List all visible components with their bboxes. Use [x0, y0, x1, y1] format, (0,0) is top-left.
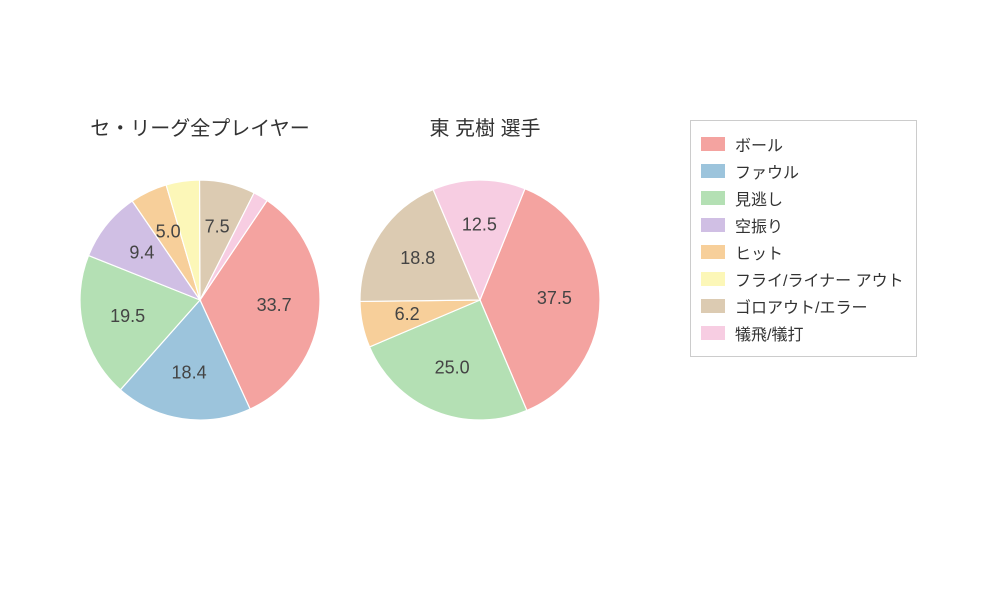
legend-swatch-looking [701, 191, 725, 205]
legend-item-swinging: 空振り [701, 213, 904, 237]
legend-item-ball: ボール [701, 132, 904, 156]
legend-label-hit: ヒット [735, 240, 783, 264]
legend-swatch-hit [701, 245, 725, 259]
legend-swatch-flyout [701, 272, 725, 286]
legend: ボール ファウル 見逃し 空振り ヒット フライ/ライナー アウト ゴロアウト/… [690, 120, 917, 357]
pie-slice-label-groundout: 18.8 [400, 248, 435, 268]
legend-label-flyout: フライ/ライナー アウト [735, 267, 904, 291]
pie-slice-label-hit: 6.2 [395, 304, 420, 324]
player-azuma-pie-title: 東 克樹 選手 [429, 112, 540, 141]
legend-swatch-groundout [701, 299, 725, 313]
legend-item-groundout: ゴロアウト/エラー [701, 294, 904, 318]
pie-slice-label-ball: 37.5 [537, 288, 572, 308]
legend-swatch-swinging [701, 218, 725, 232]
legend-label-groundout: ゴロアウト/エラー [735, 294, 867, 318]
legend-label-looking: 見逃し [735, 186, 783, 210]
legend-item-hit: ヒット [701, 240, 904, 264]
legend-swatch-sac [701, 326, 725, 340]
chart-stage: 33.718.419.59.45.07.5セ・リーグ全プレイヤー37.525.0… [0, 0, 1000, 600]
legend-swatch-ball [701, 137, 725, 151]
pie-slice-label-looking: 25.0 [435, 358, 470, 378]
legend-label-swinging: 空振り [735, 213, 783, 237]
legend-swatch-foul [701, 164, 725, 178]
legend-label-sac: 犠飛/犠打 [735, 321, 803, 345]
legend-label-ball: ボール [735, 132, 783, 156]
legend-item-sac: 犠飛/犠打 [701, 321, 904, 345]
legend-item-foul: ファウル [701, 159, 904, 183]
legend-item-flyout: フライ/ライナー アウト [701, 267, 904, 291]
pie-slice-label-sac: 12.5 [462, 214, 497, 234]
legend-item-looking: 見逃し [701, 186, 904, 210]
legend-label-foul: ファウル [735, 159, 799, 183]
